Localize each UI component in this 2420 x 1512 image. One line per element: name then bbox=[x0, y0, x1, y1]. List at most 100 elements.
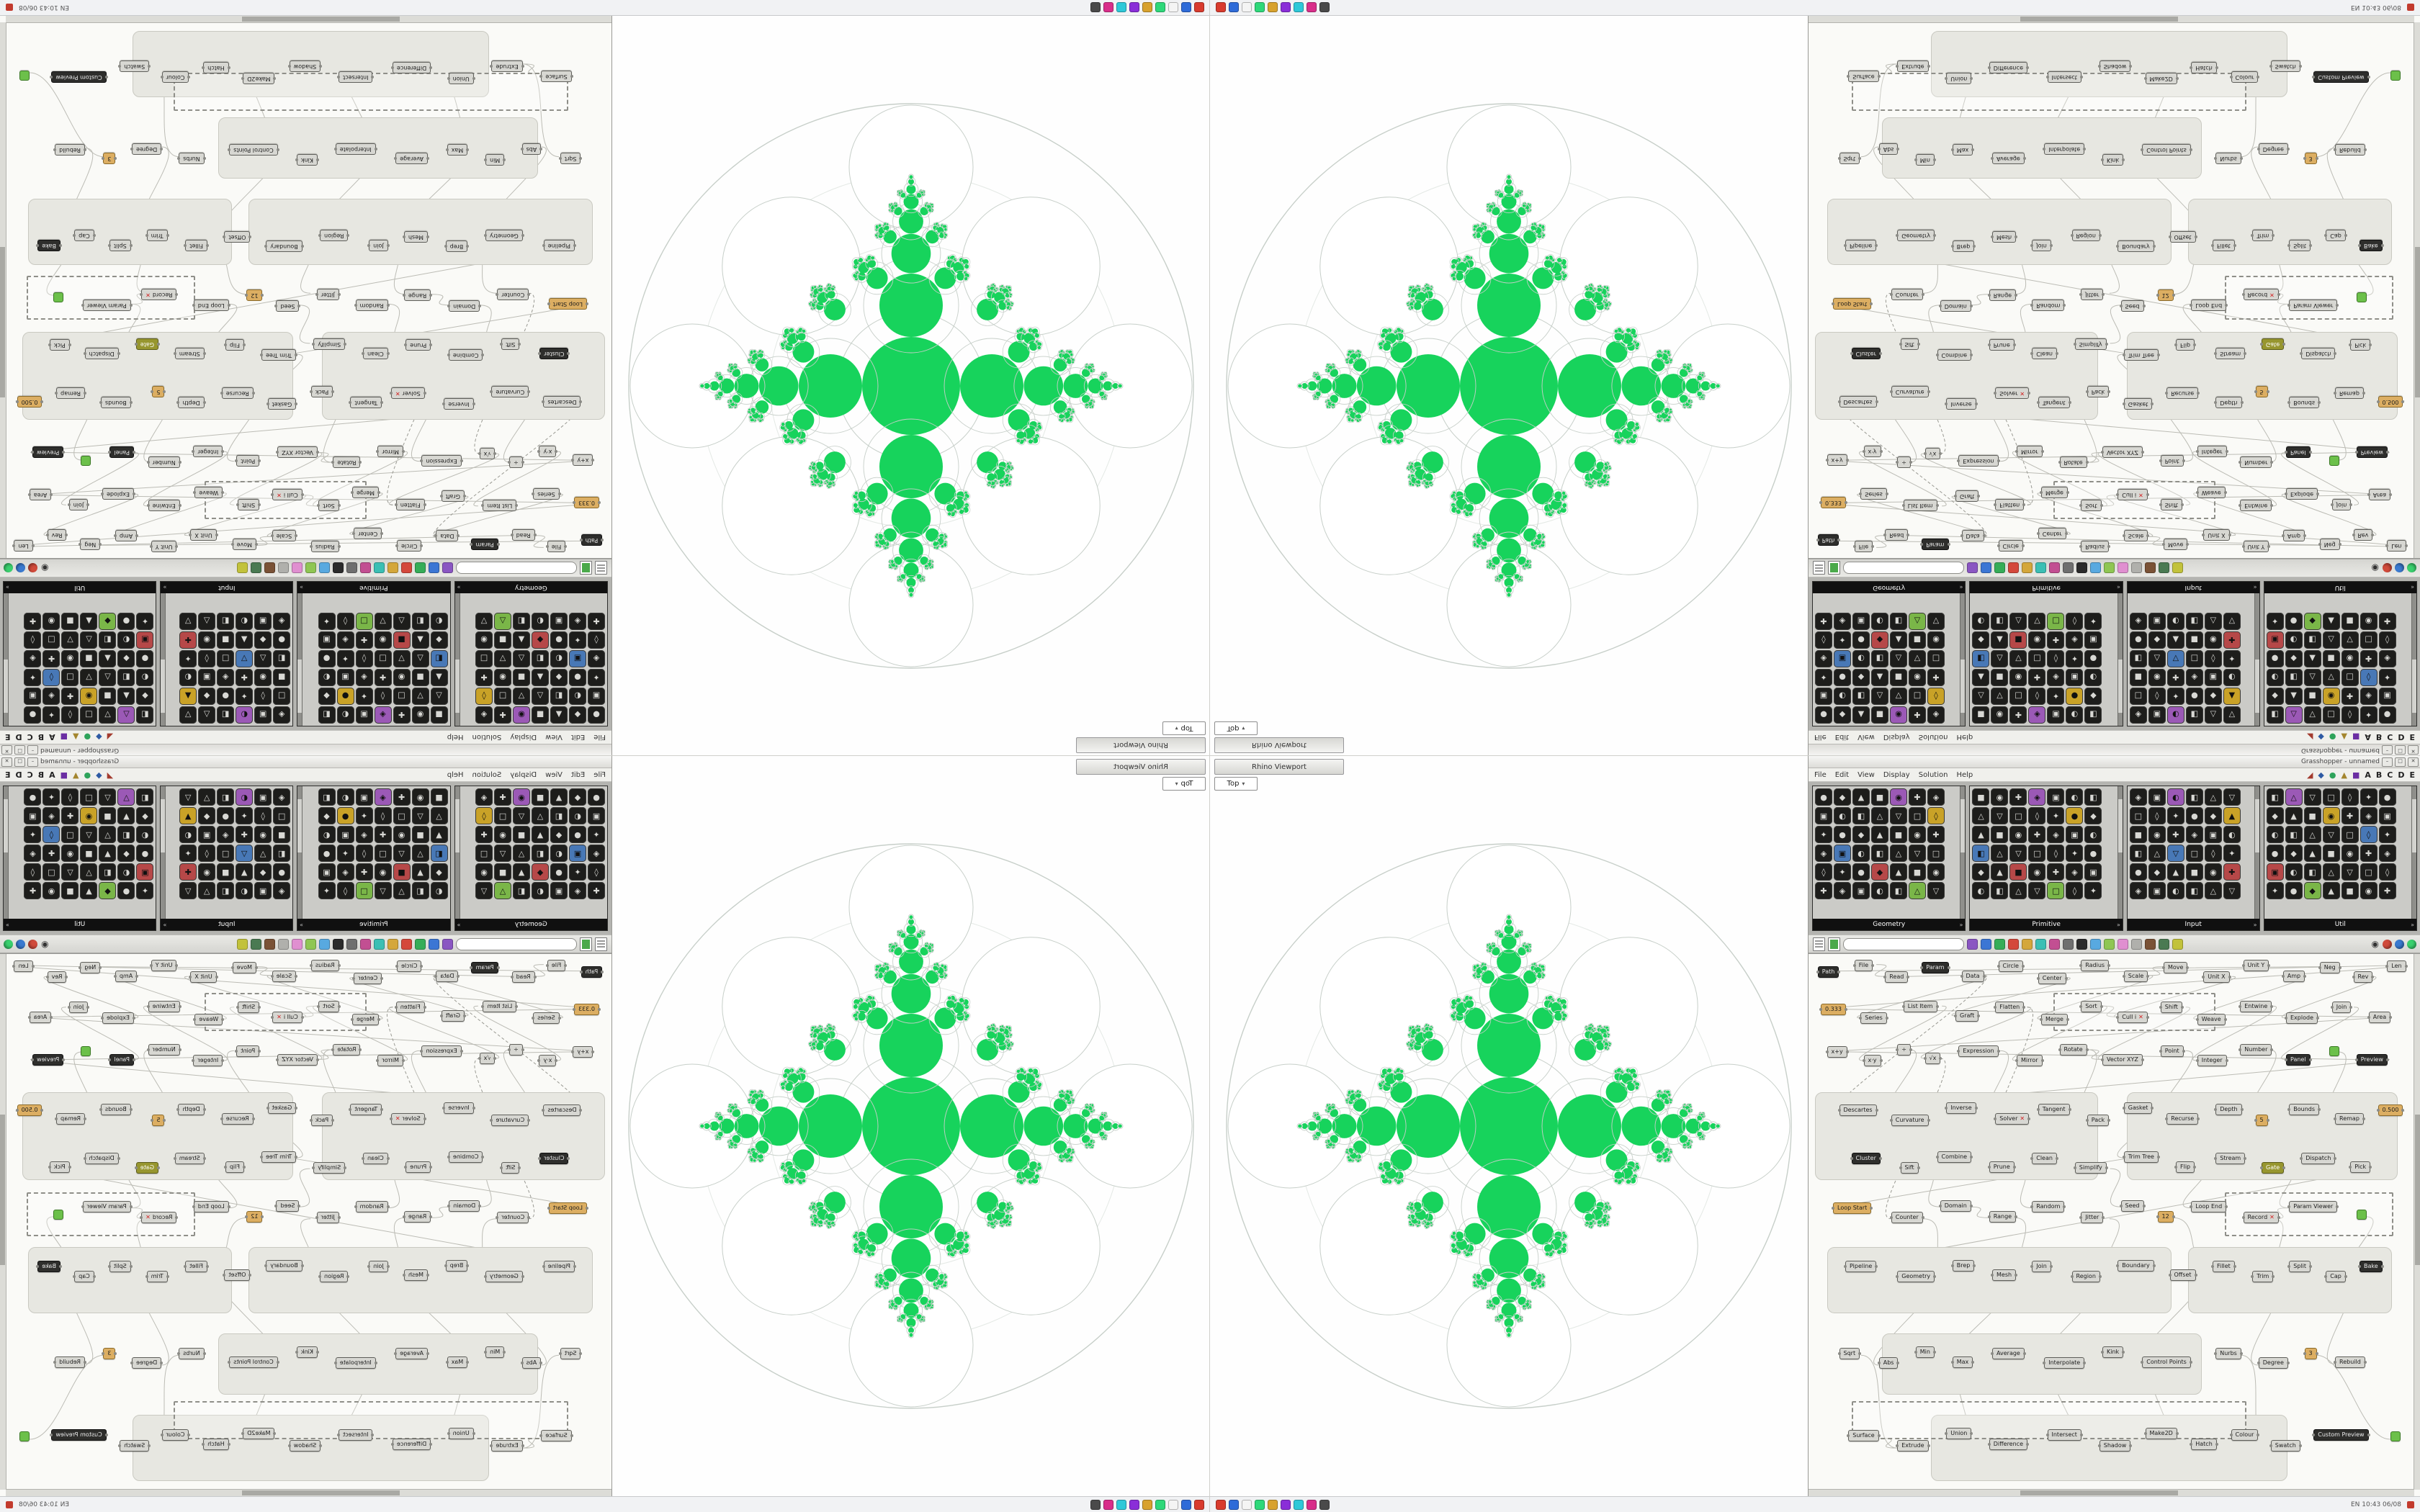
component-icon[interactable]: ◊ bbox=[336, 882, 354, 899]
component-icon[interactable]: ◧ bbox=[2084, 706, 2102, 724]
panel-overflow-icon[interactable]: » bbox=[2116, 584, 2120, 591]
gh-node[interactable]: Shadow bbox=[2099, 60, 2131, 73]
vertical-scrollbar[interactable] bbox=[2414, 22, 2420, 558]
component-icon[interactable]: ✦ bbox=[588, 669, 605, 686]
toolbar-icon[interactable] bbox=[333, 562, 344, 574]
component-icon[interactable]: ▽ bbox=[1991, 807, 2009, 824]
component-icon[interactable]: ● bbox=[1852, 631, 1870, 649]
component-icon[interactable]: ◊ bbox=[2204, 845, 2222, 862]
component-icon[interactable]: ◆ bbox=[2084, 688, 2102, 705]
component-icon[interactable]: ● bbox=[2285, 882, 2303, 899]
component-icon[interactable]: ◧ bbox=[2285, 669, 2303, 686]
gh-node[interactable]: Average bbox=[1991, 1347, 2026, 1359]
component-icon[interactable]: ✦ bbox=[569, 863, 586, 881]
gh-node[interactable]: 5 bbox=[2255, 386, 2268, 398]
component-icon[interactable]: ◆ bbox=[2303, 882, 2321, 899]
toolbar-icon[interactable] bbox=[2131, 562, 2142, 574]
gh-node[interactable]: Clean bbox=[363, 1152, 388, 1164]
gh-node[interactable]: Union bbox=[1946, 72, 1972, 84]
component-icon[interactable]: ◉ bbox=[1890, 706, 1907, 724]
component-icon[interactable]: ◊ bbox=[2047, 845, 2065, 862]
gh-node[interactable]: x·y bbox=[1863, 445, 1881, 457]
gh-node[interactable]: x·y bbox=[1862, 1055, 1883, 1067]
gh-node[interactable]: Unit Y bbox=[2243, 541, 2269, 553]
component-icon[interactable]: ● bbox=[2129, 631, 2147, 649]
component-icon[interactable]: ◈ bbox=[569, 882, 586, 899]
component-icon[interactable]: ◆ bbox=[1852, 826, 1870, 843]
component-icon[interactable]: ● bbox=[217, 688, 235, 705]
component-icon[interactable]: ▲ bbox=[2285, 807, 2303, 824]
palette-tab-icon[interactable]: ▲ bbox=[73, 732, 79, 742]
component-icon[interactable]: ◊ bbox=[2360, 826, 2378, 843]
component-icon[interactable]: ▲ bbox=[513, 631, 530, 649]
gh-node[interactable]: Scale bbox=[272, 970, 297, 982]
gh-node[interactable]: Depth bbox=[2215, 397, 2242, 409]
gh-node[interactable]: Clean bbox=[2032, 348, 2057, 360]
component-icon[interactable]: ◐ bbox=[1834, 807, 1851, 824]
component-icon[interactable]: ◈ bbox=[374, 706, 392, 724]
gh-node[interactable]: Bake bbox=[2358, 1261, 2384, 1273]
component-icon[interactable]: ▣ bbox=[569, 650, 586, 667]
component-icon[interactable]: ✦ bbox=[2047, 688, 2065, 705]
component-icon[interactable]: ◆ bbox=[117, 845, 135, 862]
component-icon[interactable]: ▽ bbox=[236, 650, 254, 667]
component-icon[interactable]: ● bbox=[117, 882, 135, 899]
gh-node[interactable]: Gasket bbox=[2122, 1102, 2154, 1115]
component-icon[interactable]: ◧ bbox=[513, 613, 530, 630]
gh-node[interactable]: Data bbox=[1961, 530, 1984, 542]
component-icon[interactable]: ✚ bbox=[179, 631, 197, 649]
gh-node[interactable]: Circle bbox=[1996, 960, 2025, 973]
gh-node[interactable]: Cull i✕ bbox=[2118, 489, 2148, 501]
component-icon[interactable]: ◧ bbox=[1852, 807, 1870, 824]
component-icon[interactable]: ■ bbox=[2322, 845, 2340, 862]
component-icon[interactable]: ▣ bbox=[1852, 882, 1870, 899]
gh-node[interactable]: Rev bbox=[47, 528, 67, 541]
component-icon[interactable]: ◧ bbox=[2285, 826, 2303, 843]
component-icon[interactable]: ◐ bbox=[2166, 613, 2184, 630]
gh-node[interactable]: Move bbox=[2161, 961, 2190, 973]
toolbar-icon[interactable] bbox=[305, 562, 316, 574]
gh-node[interactable]: Seed bbox=[2119, 1200, 2146, 1212]
component-icon[interactable]: ✚ bbox=[1909, 788, 1926, 806]
gh-node[interactable]: √x bbox=[1923, 1053, 1942, 1065]
component-icon[interactable]: ◧ bbox=[411, 882, 429, 899]
vertical-scrollbar[interactable] bbox=[0, 954, 6, 1490]
component-icon[interactable]: ✚ bbox=[494, 706, 511, 724]
gh-node[interactable]: Move bbox=[2164, 539, 2188, 551]
gh-node[interactable]: Solver✕ bbox=[1995, 387, 2030, 399]
component-icon[interactable]: ■ bbox=[2303, 688, 2321, 705]
component-icon[interactable]: ◧ bbox=[99, 863, 117, 881]
gh-node[interactable]: Sort bbox=[2081, 500, 2102, 512]
gh-node[interactable]: Make2D bbox=[2143, 1428, 2179, 1440]
component-icon[interactable]: ▽ bbox=[2341, 863, 2359, 881]
component-icon[interactable]: ● bbox=[1815, 788, 1832, 806]
gh-node[interactable]: Surface bbox=[541, 1430, 572, 1442]
component-icon[interactable]: ■ bbox=[1909, 863, 1926, 881]
gh-node[interactable]: x·y bbox=[539, 1055, 557, 1067]
gh-node[interactable]: Pack bbox=[310, 1114, 333, 1126]
gh-node[interactable]: Region bbox=[320, 1270, 349, 1282]
gh-canvas[interactable]: Path File Read Param Data Circle Center Radius S… bbox=[1809, 16, 2420, 559]
component-icon[interactable]: □ bbox=[273, 688, 291, 705]
component-icon[interactable]: △ bbox=[1972, 688, 1990, 705]
search-input[interactable] bbox=[1843, 937, 1964, 950]
gh-node[interactable]: Read bbox=[511, 971, 535, 984]
maximize-button[interactable]: □ bbox=[2395, 757, 2406, 767]
component-icon[interactable]: ◆ bbox=[1972, 863, 1990, 881]
component-icon[interactable]: ◉ bbox=[80, 807, 98, 824]
component-icon[interactable]: ◈ bbox=[475, 706, 493, 724]
gh-node[interactable]: Path bbox=[581, 966, 603, 978]
component-icon[interactable]: ■ bbox=[1890, 826, 1907, 843]
gh-node[interactable]: Gasket bbox=[2123, 397, 2153, 410]
component-icon[interactable]: ▲ bbox=[550, 788, 568, 806]
component-icon[interactable]: ✚ bbox=[61, 688, 79, 705]
gh-node[interactable]: Shift bbox=[2159, 1002, 2184, 1014]
gh-node[interactable]: Split bbox=[109, 239, 131, 251]
gh-node[interactable]: Radius bbox=[310, 541, 339, 553]
gh-node[interactable]: Brep bbox=[1952, 240, 1975, 253]
component-icon[interactable]: ◧ bbox=[2266, 706, 2284, 724]
gh-node[interactable]: Path bbox=[1816, 966, 1840, 978]
component-icon[interactable]: ◉ bbox=[2028, 863, 2046, 881]
gh-node[interactable]: Rotate bbox=[2058, 1043, 2089, 1056]
component-icon[interactable]: ✚ bbox=[236, 669, 254, 686]
